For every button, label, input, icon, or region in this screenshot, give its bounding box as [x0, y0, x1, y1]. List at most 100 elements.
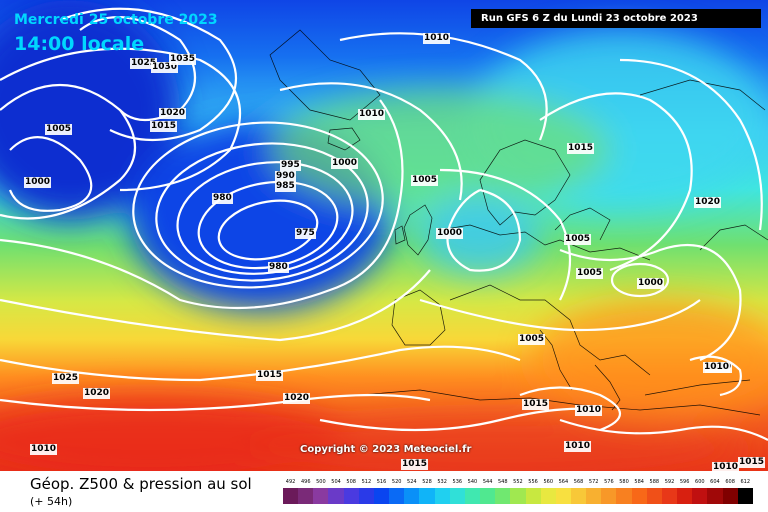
scale-swatch	[495, 488, 511, 504]
isobar-label: 990	[275, 171, 296, 182]
forecast-time: 14:00 locale	[14, 33, 145, 55]
scale-swatch	[343, 488, 359, 504]
isobar-label: 1010	[712, 462, 740, 471]
scale-value: 572	[588, 479, 599, 485]
scale-swatch	[313, 488, 329, 504]
isobar-label: 1020	[83, 388, 111, 399]
scale-swatch	[464, 488, 481, 504]
scale-swatch	[283, 488, 299, 504]
scale-value: 564	[558, 479, 569, 485]
isobar-label: 1015	[738, 457, 766, 468]
isobar-label: 1000	[637, 278, 665, 289]
isobar-label: 985	[275, 181, 296, 192]
copyright-notice: Copyright © 2023 Meteociel.fr	[300, 444, 472, 455]
isobar-label: 1010	[358, 109, 386, 120]
scale-swatch	[480, 488, 496, 504]
scale-swatch	[540, 488, 556, 504]
forecast-lead-time: (+ 54h)	[30, 495, 73, 508]
weather-map: 1025 1030 1035 1020 1015 1005 1000 1010 …	[0, 0, 768, 471]
scale-swatch	[298, 488, 314, 504]
isobar-label: 1020	[283, 393, 311, 404]
isobar-label: 1015	[567, 143, 595, 154]
scale-value: 532	[437, 479, 447, 485]
scale-value: 496	[300, 479, 311, 485]
scale-value: 588	[649, 479, 660, 485]
isobar-label: 1015	[401, 459, 429, 470]
scale-swatch	[434, 488, 450, 504]
scale-value: 524	[407, 479, 417, 485]
scale-value: 608	[725, 479, 735, 485]
scale-value: 548	[497, 479, 508, 485]
isobar-label: 1000	[436, 228, 464, 239]
scale-swatch	[737, 488, 753, 504]
scale-swatch	[722, 488, 738, 504]
isobar-label: 1010	[564, 441, 592, 452]
scale-value: 584	[634, 479, 644, 485]
isobar-label: 1010	[423, 33, 451, 44]
scale-value: 592	[664, 479, 675, 485]
scale-value: 556	[528, 479, 538, 485]
isobar-label: 1030	[151, 62, 179, 73]
isobar-label: 1000	[24, 177, 52, 188]
scale-swatch	[631, 488, 647, 504]
scale-value: 520	[391, 479, 402, 485]
isobar-label: 1005	[576, 268, 604, 279]
isobar-label: 1015	[256, 370, 284, 381]
isobar-label: 1020	[694, 197, 722, 208]
color-scale-swatches	[283, 488, 753, 504]
isobar-label: 1010	[30, 444, 58, 455]
scale-swatch	[616, 488, 632, 504]
scale-value: 492	[285, 479, 296, 485]
scale-swatch	[692, 488, 708, 504]
scale-value: 508	[346, 479, 356, 485]
color-scale-values: 492 496 500 504 508 512 516 520 524 528 532 536 540 5…	[283, 479, 753, 485]
run-info: Run GFS 6 Z du Lundi 23 octobre 2023	[471, 9, 761, 28]
isobar-label: 1005	[411, 175, 439, 186]
isobar-label: 1015	[150, 121, 178, 132]
scale-swatch	[525, 488, 541, 504]
isobar-label: 995	[280, 160, 301, 171]
scale-value: 604	[710, 479, 720, 485]
scale-swatch	[373, 488, 390, 504]
isobar-label: 1005	[518, 334, 546, 345]
isobar-label: 980	[268, 262, 289, 273]
isobar-label: 1005	[45, 124, 73, 135]
scale-value: 552	[513, 479, 523, 485]
isobar-label: 1035	[169, 54, 197, 65]
scale-swatch	[328, 488, 344, 504]
geopotential-anomalies	[0, 0, 768, 471]
scale-value: 540	[467, 479, 478, 485]
forecast-date: Mercredi 25 octobre 2023	[14, 12, 218, 28]
isobar-label: 1020	[159, 108, 187, 119]
isobar-label: 975	[295, 228, 316, 239]
isobar-label: 1000	[331, 158, 359, 169]
scale-swatch	[449, 488, 465, 504]
scale-value: 528	[422, 479, 432, 485]
isobars	[0, 7, 768, 441]
scale-value: 544	[482, 479, 493, 485]
scale-value: 516	[376, 479, 387, 485]
isobar-label: 980	[212, 193, 233, 204]
scale-swatch	[510, 488, 526, 504]
scale-swatch	[358, 488, 374, 504]
isobar-label: 1025	[130, 58, 158, 69]
scale-value: 512	[361, 479, 372, 485]
scale-swatch	[419, 488, 435, 504]
scale-value: 500	[316, 479, 326, 485]
scale-swatch	[601, 488, 617, 504]
scale-value: 580	[619, 479, 629, 485]
scale-swatch	[646, 488, 662, 504]
scale-swatch	[555, 488, 571, 504]
color-scale: 492 496 500 504 508 512 516 520 524 528 532 536 540 5…	[283, 479, 753, 504]
scale-swatch	[570, 488, 587, 504]
scale-value: 600	[695, 479, 705, 485]
scale-swatch	[661, 488, 678, 504]
scale-swatch	[677, 488, 693, 504]
isobar-label: 1005	[564, 234, 592, 245]
scale-value: 612	[740, 479, 751, 485]
scale-value: 568	[573, 479, 584, 485]
isobar-label: 1010	[575, 405, 603, 416]
legend-title: Géop. Z500 & pression au sol	[30, 475, 252, 493]
isobar-label: 1015	[522, 399, 550, 410]
